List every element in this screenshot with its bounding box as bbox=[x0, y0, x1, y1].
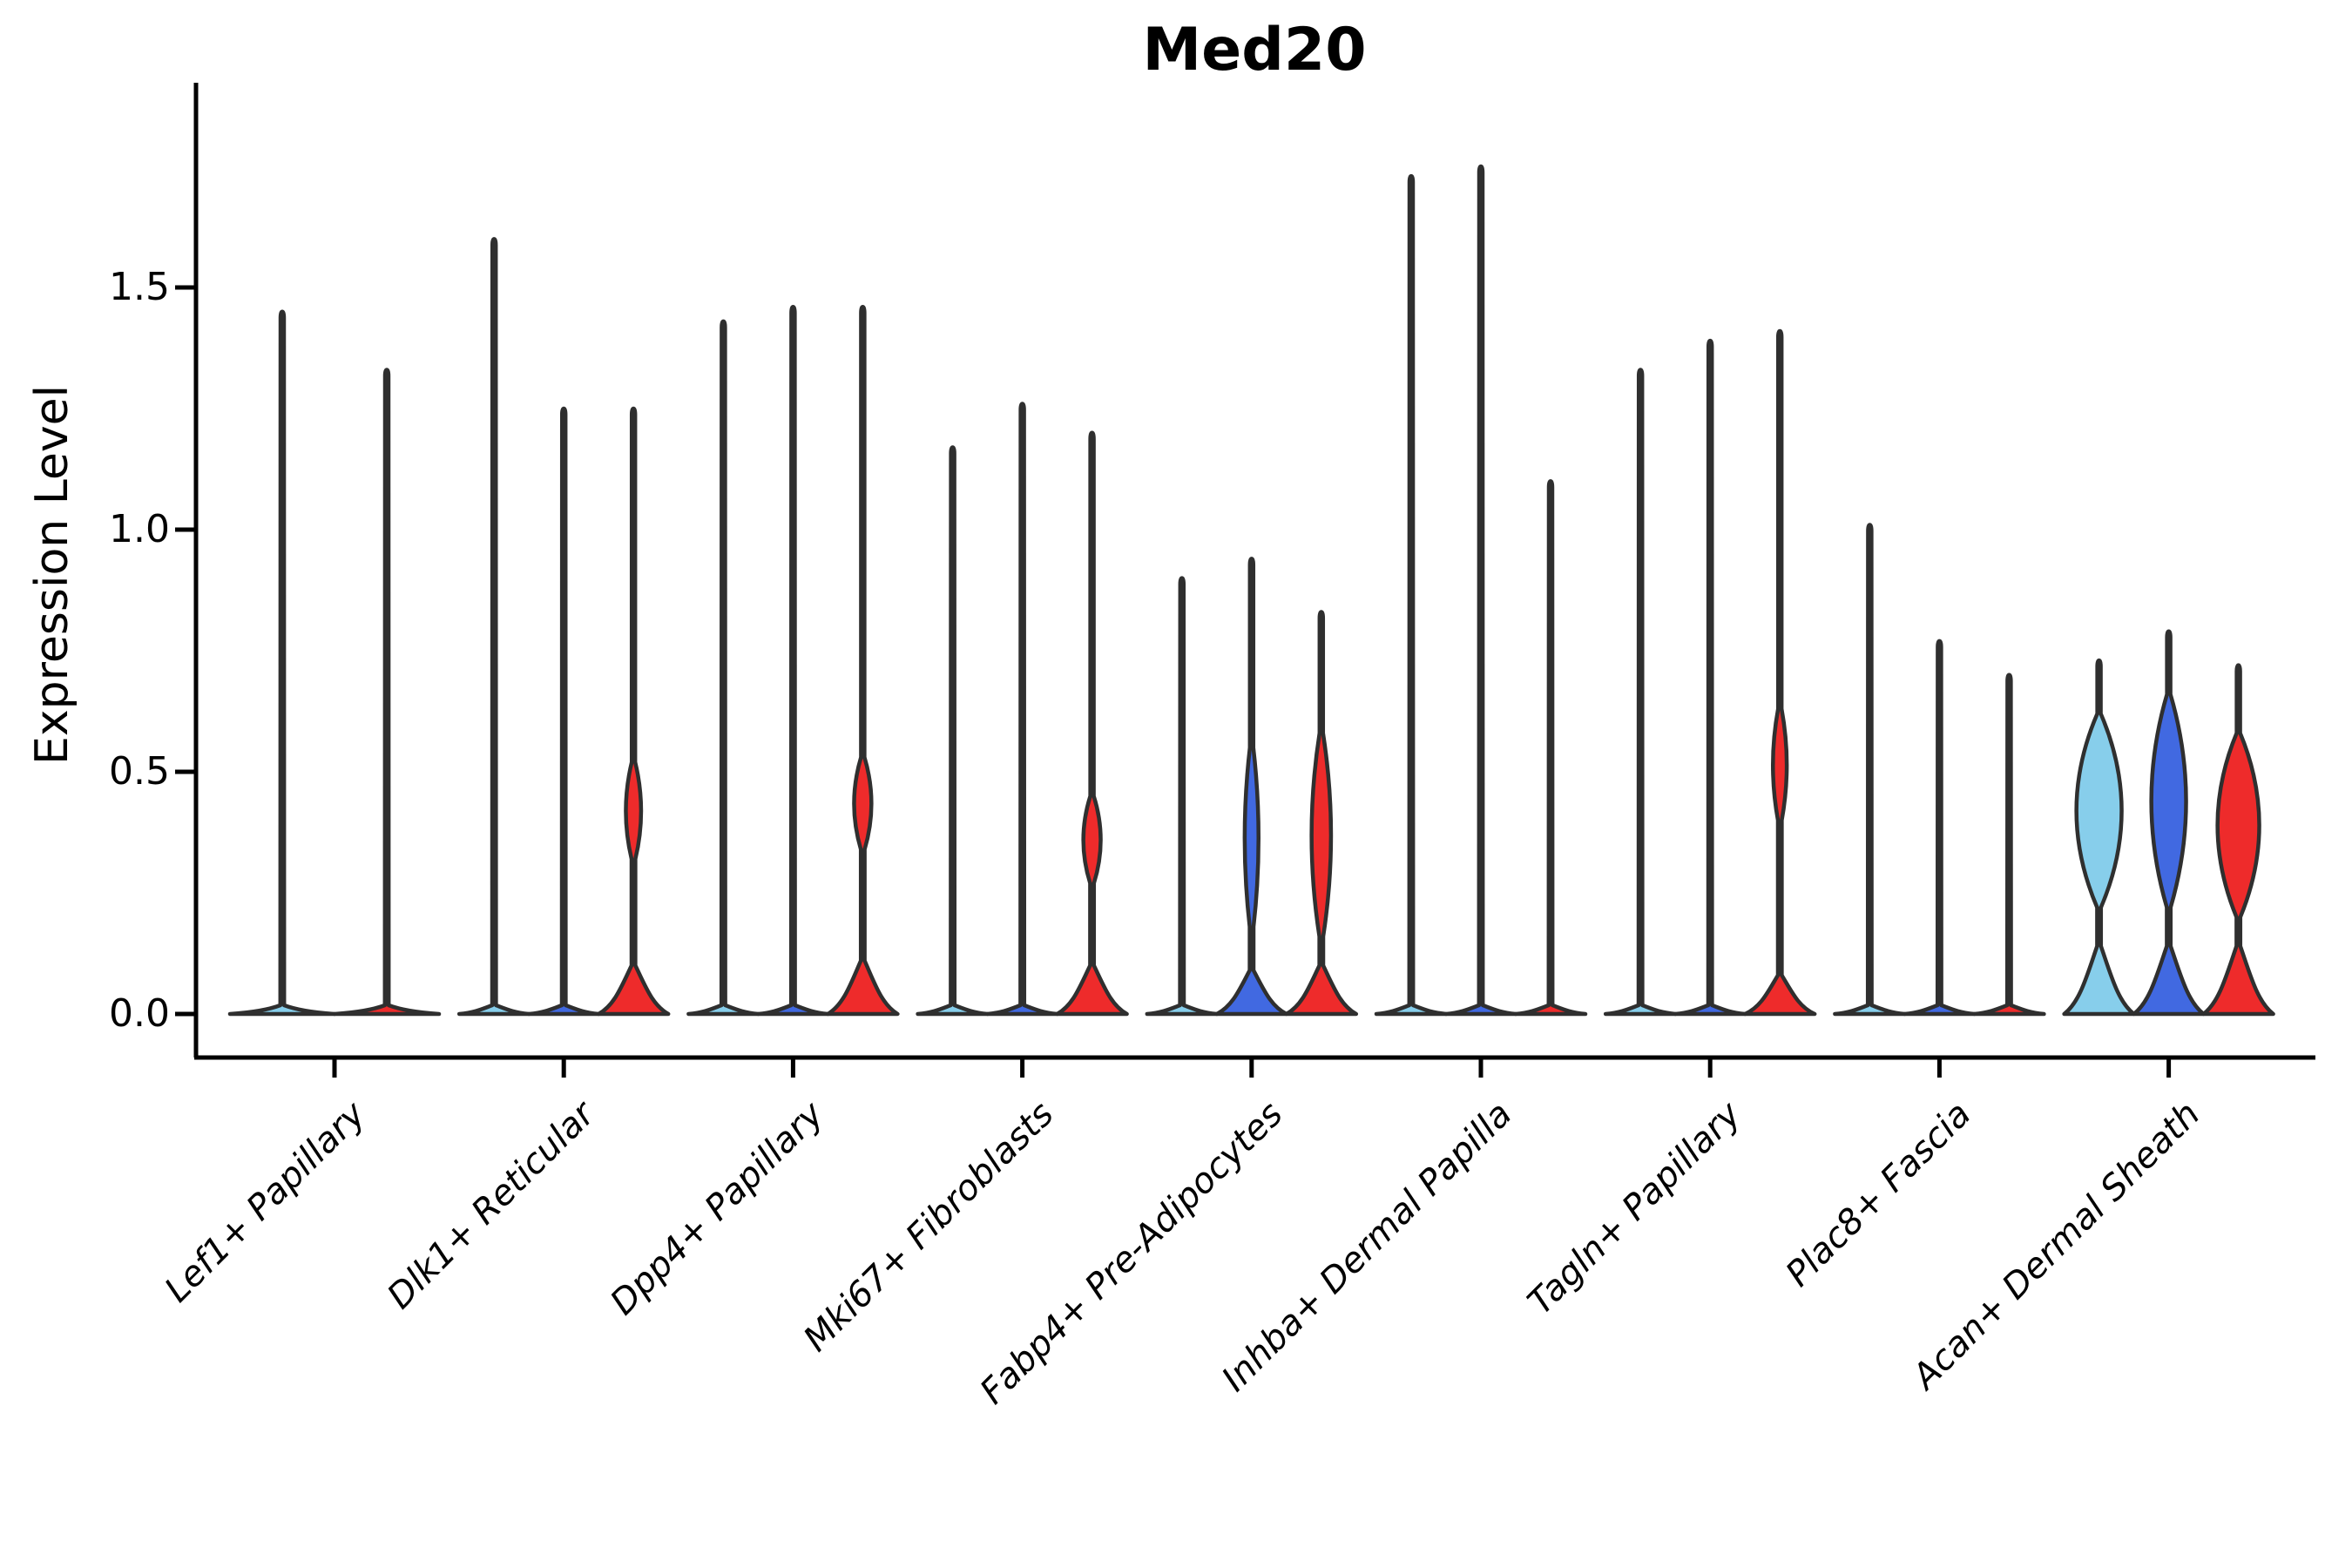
y-tick-label-1.5: 1.5 bbox=[109, 265, 170, 309]
violin-4-2 bbox=[1284, 610, 1359, 1017]
violin-8-0 bbox=[2062, 658, 2136, 1017]
violin-7-1 bbox=[1903, 639, 1977, 1017]
violin-5-2 bbox=[1513, 479, 1588, 1017]
violin-8-2 bbox=[2201, 663, 2275, 1017]
violin-1-1 bbox=[526, 406, 601, 1017]
violin-1-2 bbox=[596, 406, 671, 1017]
y-tick-label-0.5: 0.5 bbox=[109, 749, 170, 794]
y-tick-label-1.0: 1.0 bbox=[109, 507, 170, 551]
violin-4-0 bbox=[1145, 576, 1220, 1017]
violin-5-0 bbox=[1374, 173, 1449, 1017]
violin-6-0 bbox=[1603, 368, 1678, 1017]
chart-title: Med20 bbox=[1142, 16, 1367, 84]
violin-3-2 bbox=[1055, 430, 1129, 1017]
y-axis-label: Expression Level bbox=[26, 384, 78, 766]
violin-3-1 bbox=[985, 402, 1059, 1017]
violin-7-0 bbox=[1833, 523, 1907, 1017]
violin-4-1 bbox=[1214, 557, 1289, 1017]
violin-6-2 bbox=[1742, 328, 1817, 1017]
violin-2-2 bbox=[826, 304, 900, 1017]
violin-5-1 bbox=[1443, 164, 1518, 1017]
violin-6-1 bbox=[1673, 338, 1747, 1017]
violin-2-0 bbox=[686, 319, 760, 1017]
violin-7-2 bbox=[1972, 672, 2046, 1017]
violin-1-0 bbox=[456, 237, 531, 1017]
violin-8-1 bbox=[2132, 629, 2206, 1017]
violin-0-0 bbox=[227, 309, 337, 1017]
y-tick-label-0.0: 0.0 bbox=[109, 991, 170, 1036]
violin-3-0 bbox=[916, 445, 990, 1017]
violin-0-1 bbox=[332, 368, 442, 1017]
violin-2-1 bbox=[756, 304, 830, 1017]
